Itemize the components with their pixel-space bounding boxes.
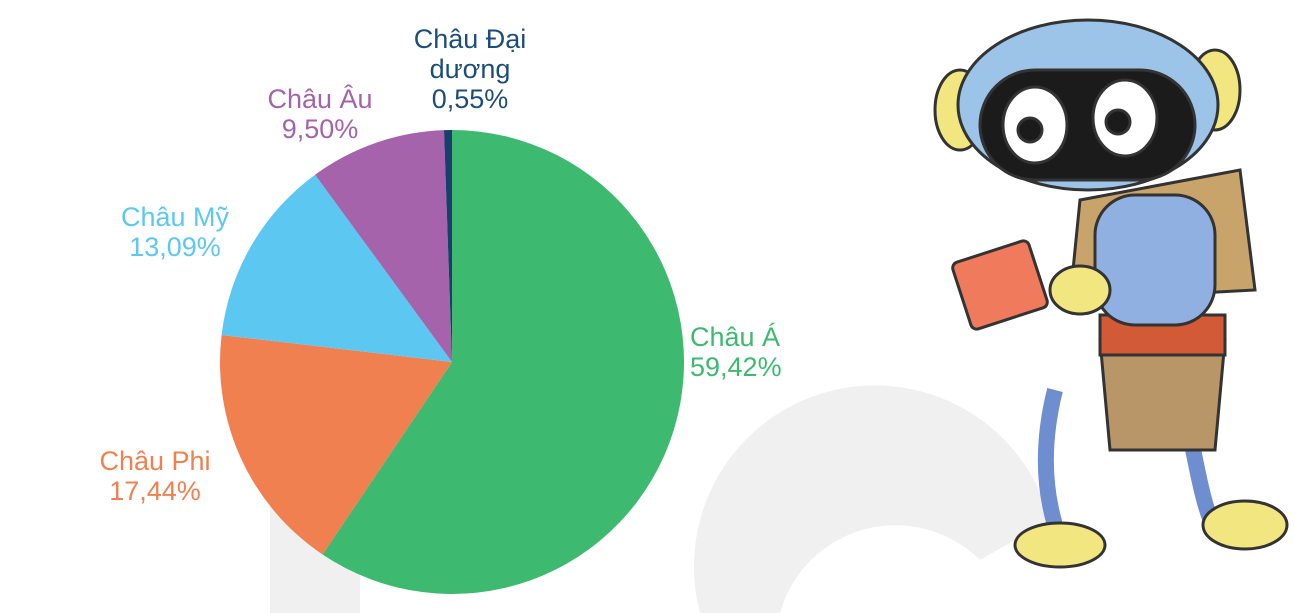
value-label: 9,50% (281, 114, 359, 144)
value-label: 13,09% (129, 232, 221, 262)
mascot-body (1093, 193, 1217, 327)
category-label: Châu Mỹ (120, 202, 230, 232)
mascot-foot (1013, 521, 1107, 569)
value-label: 17,44% (109, 476, 201, 506)
mascot (933, 18, 1289, 569)
category-label: Châu Âu (267, 84, 373, 114)
pie-slice (221, 174, 452, 362)
mascot-hand (1048, 264, 1112, 316)
category-label: Châu Đại dương (413, 24, 527, 84)
slice-label: Châu Mỹ 13,09% (100, 202, 250, 262)
category-label: Châu Á (690, 322, 781, 352)
slice-label: Châu Á 59,42% (690, 322, 820, 382)
mascot-pupil (1016, 116, 1044, 144)
slice-label: Châu Âu 9,50% (245, 84, 395, 144)
slice-label: Châu Đại dương 0,55% (395, 24, 545, 114)
value-label: 59,42% (690, 352, 782, 382)
mascot-notepad (951, 239, 1049, 331)
pie-slice (443, 130, 452, 362)
watermark-arc (693, 385, 1050, 613)
pie-slice (220, 334, 452, 555)
value-label: 0,55% (431, 84, 509, 114)
category-label: Châu Phi (99, 446, 211, 476)
slice-label: Châu Phi 17,44% (80, 446, 230, 506)
pie-slice (315, 130, 452, 362)
mascot-pupil (1104, 108, 1132, 136)
mascot-leg (1037, 388, 1068, 543)
pie-slice (322, 130, 684, 594)
pie (220, 130, 684, 594)
mascot-foot (1201, 499, 1289, 551)
